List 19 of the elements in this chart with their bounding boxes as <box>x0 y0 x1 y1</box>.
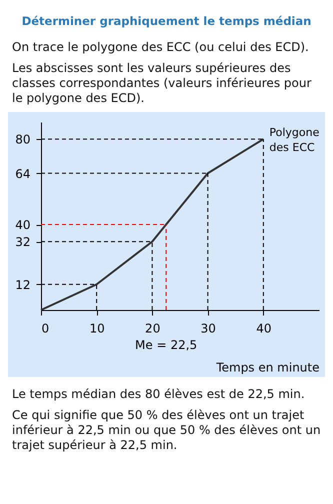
y-tick-label: 32 <box>15 235 30 250</box>
y-tick-label: 64 <box>15 166 30 181</box>
annotation: Me = 22,5 <box>135 338 198 352</box>
x-tick-label: 40 <box>256 322 272 336</box>
line-series <box>40 138 264 311</box>
text: On trace le polygone des ECC (ou celui des ECD). <box>12 40 310 55</box>
x-axis-title: Temps en minute <box>215 360 320 374</box>
y-tick-label: 80 <box>15 132 30 147</box>
x-tick-label: 30 <box>200 322 216 336</box>
y-tick-label: 12 <box>15 278 30 292</box>
x-tick-label: 20 <box>145 322 160 336</box>
chart-title: Déterminer graphiquement le temps médian <box>20 14 312 28</box>
text: Ce qui signifie que 50 % des élèves ont un trajet inférieur à 22,5 min ou que 50 % des élèves ont un trajet supérieur à 22,5 min. <box>12 408 322 453</box>
text: Le temps médian des 80 élèves est de 22,5 min. <box>12 387 306 402</box>
text: Les abscisses sont les valeurs supérieures des classes correspondantes (valeurs inférieures pour le polygone des ECD). <box>12 61 312 106</box>
x-tick-label: 10 <box>89 322 105 336</box>
x-tick-label: 0 <box>42 322 50 336</box>
y-tick-label: 40 <box>15 218 30 232</box>
series-label: Polygone des ECC <box>269 126 320 154</box>
